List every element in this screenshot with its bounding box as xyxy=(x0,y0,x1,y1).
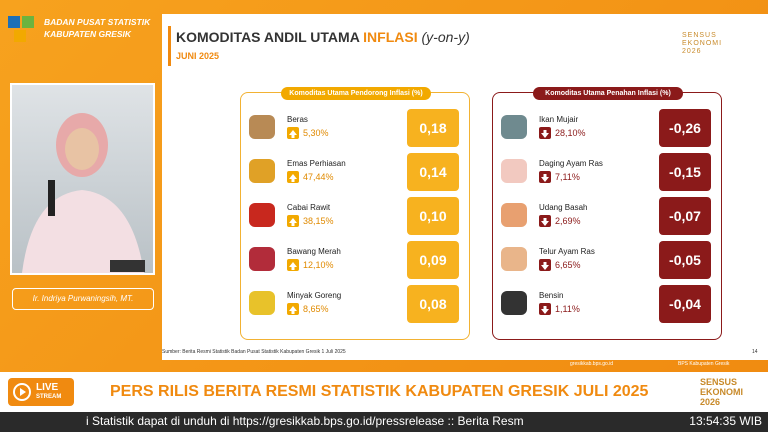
commodity-row: Daging Ayam Ras 7,11% -0,15 xyxy=(499,153,715,191)
commodity-name: Daging Ayam Ras xyxy=(539,159,603,168)
commodity-image xyxy=(501,247,527,271)
arrow-down xyxy=(539,303,551,315)
change: 28,10% xyxy=(555,128,586,138)
arrow-down xyxy=(539,127,551,139)
commodity-name: Minyak Goreng xyxy=(287,291,342,300)
change: 8,65% xyxy=(303,304,329,314)
commodity-name: Udang Basah xyxy=(539,203,588,212)
live: LIVE xyxy=(36,382,59,393)
page-number: 14 xyxy=(752,349,758,355)
commodity-row: Bawang Merah 12,10% 0,09 xyxy=(247,241,463,279)
change: 38,15% xyxy=(303,216,334,226)
panel-title: Komoditas Utama Penahan Inflasi (%) xyxy=(533,87,683,100)
subtitle: JUNI 2025 xyxy=(176,51,220,61)
social: BPS Kabupaten Gresik xyxy=(678,361,730,367)
banner-brand: SENSUS EKONOMI 2026 xyxy=(700,377,743,407)
region: KABUPATEN GRESIK xyxy=(44,29,132,39)
arrow-down xyxy=(539,215,551,227)
commodity-image xyxy=(249,203,275,227)
arrow-up xyxy=(287,259,299,271)
brand-1: SENSUS xyxy=(682,32,717,39)
title: KOMODITAS ANDIL UTAMA xyxy=(176,29,360,45)
commodity-row: Beras 5,30% 0,18 xyxy=(247,109,463,147)
change: 6,65% xyxy=(555,260,581,270)
change: 1,11% xyxy=(555,304,580,314)
commodity-name: Telur Ayam Ras xyxy=(539,247,595,256)
andil-value: 0,10 xyxy=(407,197,459,235)
brand-1: SENSUS xyxy=(700,377,738,387)
andil-value: -0,05 xyxy=(659,241,711,279)
change: 5,30% xyxy=(303,128,329,138)
commodity-image xyxy=(249,159,275,183)
andil-value: -0,15 xyxy=(659,153,711,191)
change: 7,11% xyxy=(555,172,580,182)
commodity-row: Udang Basah 2,69% -0,07 xyxy=(499,197,715,235)
commodity-row: Cabai Rawit 38,15% 0,10 xyxy=(247,197,463,235)
banner xyxy=(0,372,768,412)
presenter-name: Ir. Indriya Purwaningsih, MT. xyxy=(12,288,154,310)
commodity-image xyxy=(249,115,275,139)
panel: Komoditas Utama Pendorong Inflasi (%) Ber… xyxy=(240,87,470,340)
commodity-image xyxy=(501,159,527,183)
arrow-down xyxy=(539,171,551,183)
arrow-up xyxy=(287,303,299,315)
change: 2,69% xyxy=(555,216,581,226)
panel: Komoditas Utama Penahan Inflasi (%) Ikan … xyxy=(492,87,722,340)
slide-title: KOMODITAS ANDIL UTAMA INFLASI (y-on-y) xyxy=(176,29,470,45)
commodity-name: Emas Perhiasan xyxy=(287,159,346,168)
clock: 13:54:35 WIB xyxy=(650,414,768,432)
brand-2: EKONOMI xyxy=(700,387,744,397)
andil-value: 0,14 xyxy=(407,153,459,191)
arrow-up xyxy=(287,215,299,227)
brand-3: 2026 xyxy=(700,397,721,407)
website: gresikkab.bps.go.id xyxy=(570,361,614,367)
commodity-name: Cabai Rawit xyxy=(287,203,331,212)
ticker: i Statistik dapat di unduh di https://gr… xyxy=(86,414,524,428)
commodity-name: Ikan Mujair xyxy=(539,115,579,124)
ticker-bar xyxy=(0,412,768,432)
commodity-image xyxy=(501,203,527,227)
andil-value: 0,09 xyxy=(407,241,459,279)
commodity-image xyxy=(249,291,275,315)
commodity-name: Beras xyxy=(287,115,308,124)
brand-3: 2026 xyxy=(682,48,702,55)
org-name: BADAN PUSAT STATISTIK KABUPATEN GRESIK xyxy=(44,16,150,40)
slide: KOMODITAS ANDIL UTAMA INFLASI (y-on-y) J… xyxy=(162,14,768,360)
bps-logo xyxy=(6,12,40,46)
title-suffix: (y-on-y) xyxy=(421,29,470,45)
brand: SENSUS EKONOMI 2026 xyxy=(682,32,722,56)
arrow-down xyxy=(539,259,551,271)
title-highlight: INFLASI xyxy=(363,29,418,45)
change: 12,10% xyxy=(303,260,334,270)
presenter-figure xyxy=(22,113,145,273)
change: 47,44% xyxy=(303,172,334,182)
commodity-image xyxy=(501,115,527,139)
arrow-up xyxy=(287,171,299,183)
commodity-row: Emas Perhiasan 47,44% 0,14 xyxy=(247,153,463,191)
andil-value: -0,07 xyxy=(659,197,711,235)
andil-value: -0,26 xyxy=(659,109,711,147)
commodity-name: Bawang Merah xyxy=(287,247,341,256)
andil-value: 0,08 xyxy=(407,285,459,323)
live-badge: LIVE STREAM xyxy=(8,378,74,406)
panel-title: Komoditas Utama Pendorong Inflasi (%) xyxy=(281,87,431,100)
banner-title: PERS RILIS BERITA RESMI STATISTIK KABUPA… xyxy=(110,383,649,400)
commodity-name: Bensin xyxy=(539,291,564,300)
commodity-image xyxy=(249,247,275,271)
org: BADAN PUSAT STATISTIK xyxy=(44,17,151,27)
stream: STREAM xyxy=(36,394,62,400)
source: Sumber: Berita Resmi Statistik Badan Pus… xyxy=(162,349,346,355)
commodity-row: Bensin 1,11% -0,04 xyxy=(499,285,715,323)
andil-value: -0,04 xyxy=(659,285,711,323)
commodity-row: Minyak Goreng 8,65% 0,08 xyxy=(247,285,463,323)
presenter-video xyxy=(10,83,155,275)
arrow-up xyxy=(287,127,299,139)
commodity-row: Telur Ayam Ras 6,65% -0,05 xyxy=(499,241,715,279)
brand-2: EKONOMI xyxy=(682,40,723,47)
commodity-row: Ikan Mujair 28,10% -0,26 xyxy=(499,109,715,147)
andil-value: 0,18 xyxy=(407,109,459,147)
commodity-image xyxy=(501,291,527,315)
